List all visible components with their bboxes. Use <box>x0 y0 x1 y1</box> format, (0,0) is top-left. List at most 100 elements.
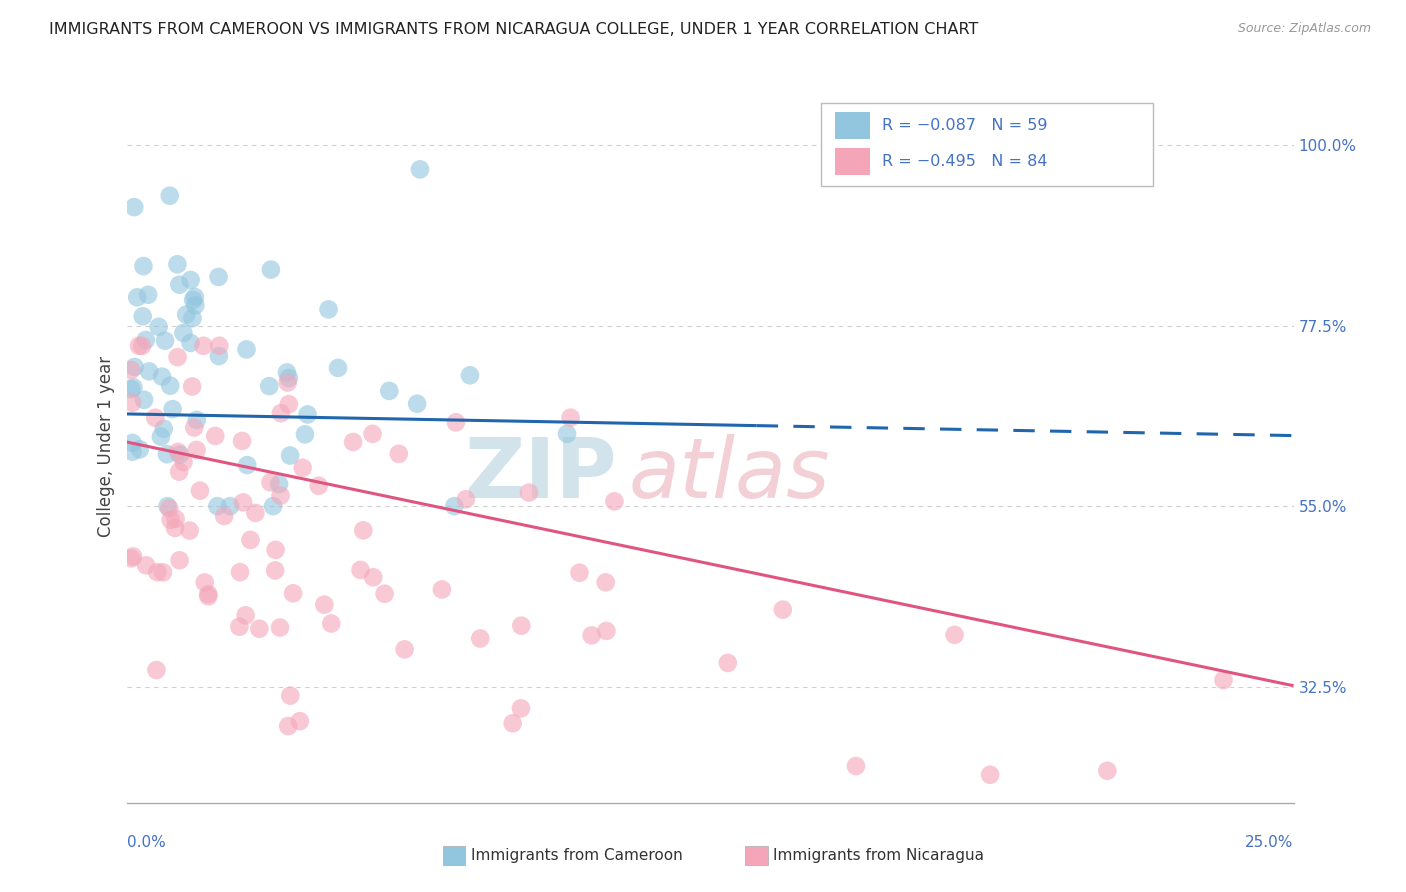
Point <box>1212 673 1234 687</box>
Point <box>257 379 280 393</box>
Point <box>444 415 467 429</box>
Point <box>297 408 319 422</box>
Point <box>555 426 578 441</box>
Point <box>314 598 336 612</box>
Point <box>603 494 626 508</box>
Point <box>152 422 174 436</box>
Bar <box>835 148 870 175</box>
Point <box>239 533 262 547</box>
Bar <box>835 112 870 139</box>
Point <box>208 349 231 363</box>
Point <box>122 200 145 214</box>
Point <box>156 499 179 513</box>
Point <box>186 442 208 457</box>
Point <box>212 508 235 523</box>
Point <box>156 447 179 461</box>
Point <box>288 714 311 728</box>
Point <box>430 582 453 597</box>
Point <box>120 551 142 566</box>
Y-axis label: College, Under 1 year: College, Under 1 year <box>97 355 115 537</box>
Text: Immigrants from Nicaragua: Immigrants from Nicaragua <box>773 848 984 863</box>
Point <box>595 624 617 638</box>
Point <box>183 420 205 434</box>
Point <box>270 489 292 503</box>
Point <box>321 616 343 631</box>
Text: atlas: atlas <box>628 434 830 515</box>
Point <box>1097 764 1119 778</box>
Point <box>568 566 591 580</box>
Point <box>120 363 142 377</box>
Point <box>560 410 582 425</box>
Point <box>394 642 416 657</box>
Point <box>378 384 401 398</box>
Point <box>276 366 298 380</box>
Point <box>159 188 181 202</box>
Point <box>194 575 217 590</box>
Point <box>165 512 187 526</box>
Point <box>262 499 284 513</box>
Point <box>281 586 304 600</box>
Point <box>166 257 188 271</box>
Point <box>228 620 250 634</box>
Text: ZIP: ZIP <box>464 434 617 515</box>
Point <box>510 618 533 632</box>
Point <box>207 269 229 284</box>
Point <box>294 427 316 442</box>
Point <box>124 359 146 374</box>
Point <box>277 371 299 385</box>
Point <box>188 483 211 498</box>
Point <box>326 360 349 375</box>
Point <box>277 397 299 411</box>
Point <box>167 445 190 459</box>
Point <box>259 475 281 490</box>
Point <box>235 343 257 357</box>
Point <box>135 333 157 347</box>
Point <box>502 716 524 731</box>
Point <box>132 310 155 324</box>
Point <box>181 311 204 326</box>
Point <box>121 396 143 410</box>
Point <box>149 430 172 444</box>
Point <box>169 448 191 462</box>
Point <box>146 565 169 579</box>
Point <box>943 628 966 642</box>
Point <box>159 378 181 392</box>
Bar <box>443 846 465 865</box>
Point <box>166 350 188 364</box>
Point <box>509 701 531 715</box>
Point <box>150 369 173 384</box>
Point <box>247 622 270 636</box>
Point <box>181 379 204 393</box>
Point <box>181 293 204 307</box>
Point <box>517 485 540 500</box>
Point <box>342 434 364 449</box>
Point <box>186 413 208 427</box>
Point <box>207 499 229 513</box>
Point <box>162 402 184 417</box>
Point <box>132 259 155 273</box>
Point <box>443 499 465 513</box>
Text: R = −0.495   N = 84: R = −0.495 N = 84 <box>882 153 1047 169</box>
Point <box>406 397 429 411</box>
Text: Source: ZipAtlas.com: Source: ZipAtlas.com <box>1237 22 1371 36</box>
Point <box>197 589 219 603</box>
Text: Immigrants from Cameroon: Immigrants from Cameroon <box>471 848 683 863</box>
Point <box>361 426 384 441</box>
Point <box>278 449 301 463</box>
Text: R = −0.087   N = 59: R = −0.087 N = 59 <box>882 118 1047 133</box>
Point <box>132 392 155 407</box>
Point <box>172 455 194 469</box>
Point <box>219 499 242 513</box>
Point <box>131 339 153 353</box>
Point <box>179 524 201 538</box>
Point <box>277 376 299 390</box>
Text: 25.0%: 25.0% <box>1246 835 1294 850</box>
Point <box>388 447 411 461</box>
Point <box>152 566 174 580</box>
Point <box>193 339 215 353</box>
Point <box>128 442 150 457</box>
Point <box>229 565 252 579</box>
Point <box>184 290 207 304</box>
Point <box>264 563 287 577</box>
Point <box>159 513 181 527</box>
